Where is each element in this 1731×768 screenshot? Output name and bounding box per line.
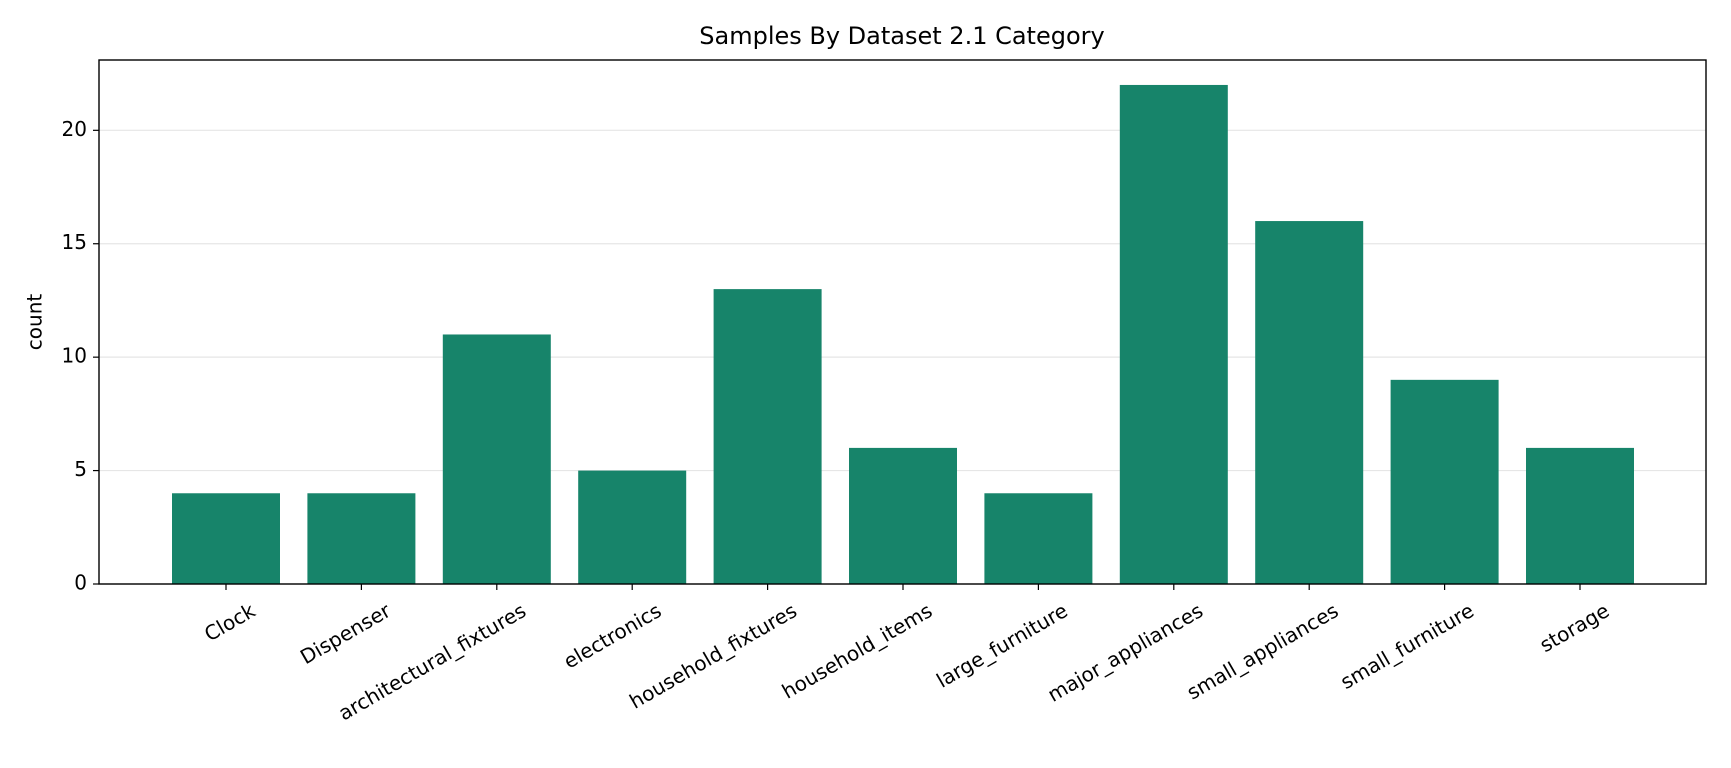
y-tick-label: 5 [74,457,87,481]
bar [849,447,957,584]
y-tick-label: 20 [62,117,87,141]
bar [713,289,822,584]
plot-frame [98,59,1707,585]
bar [307,493,416,584]
y-axis-label: count [23,294,47,351]
x-tick-label: large_furniture [932,598,1071,692]
x-tick-label: storage [1535,598,1613,657]
y-tick-label: 0 [74,571,87,595]
y-tick-label: 15 [62,230,87,254]
bar [442,334,551,584]
bar [1526,447,1634,584]
x-tick-label: electronics [559,598,665,673]
bar [1119,84,1228,584]
bar [1390,379,1499,584]
bar [984,493,1093,584]
bar [1255,221,1364,584]
bar [578,470,687,584]
x-tick-label: Clock [200,598,259,646]
x-tick-label: small_appliances [1183,598,1343,704]
x-tick-label: Dispenser [296,598,395,669]
y-tick-label: 10 [62,344,87,368]
chart-title: Samples By Dataset 2.1 Category [699,22,1104,50]
bar [172,493,280,584]
x-tick-label: household_items [778,598,936,703]
x-tick-label: small_furniture [1336,598,1478,694]
